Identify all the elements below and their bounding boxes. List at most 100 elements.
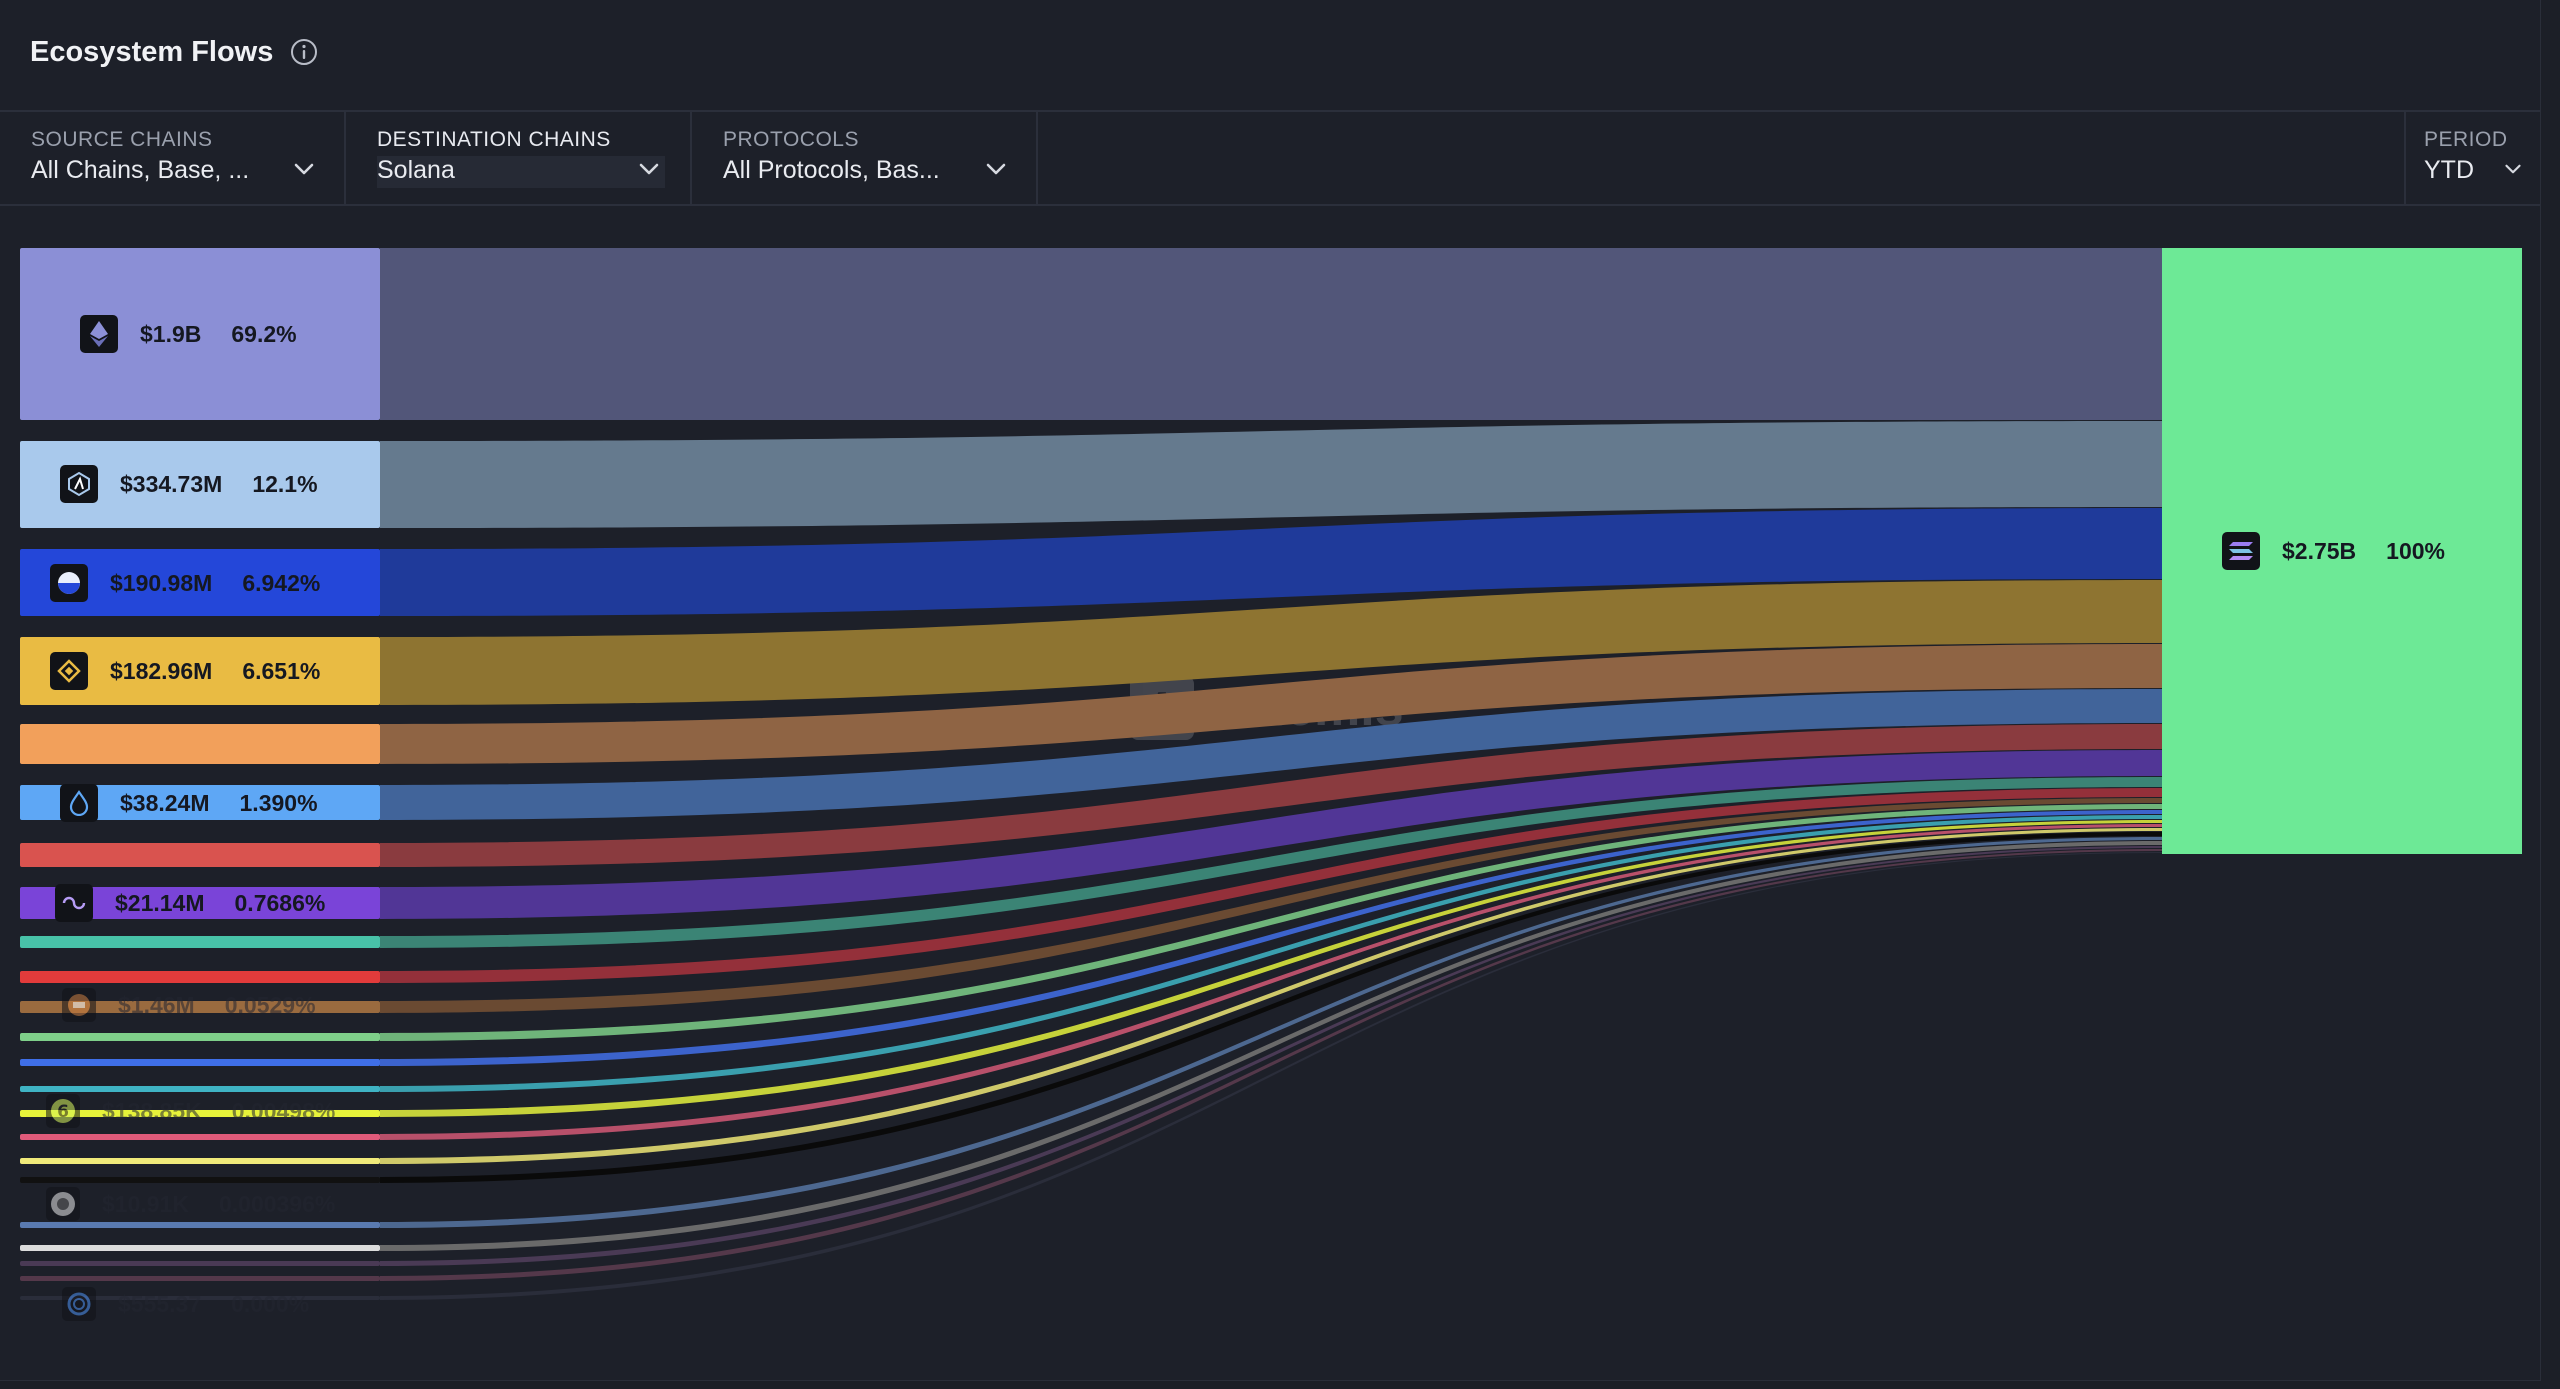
linea-icon: 6	[46, 1094, 80, 1128]
sankey-flow-7[interactable]	[380, 750, 2162, 919]
sankey-flow-2[interactable]	[380, 508, 2162, 616]
polygon-icon	[55, 884, 93, 922]
sui-icon	[60, 784, 98, 822]
source-value: $182.96M	[110, 657, 213, 684]
source-node-1[interactable]	[20, 441, 380, 528]
source-percent: 0.7686%	[234, 889, 326, 916]
source-percent: 12.1%	[252, 470, 318, 497]
source-node-20[interactable]	[20, 1261, 380, 1266]
source-node-22[interactable]	[20, 1296, 380, 1300]
source-node-10[interactable]	[20, 1001, 380, 1013]
sankey-flow-1[interactable]	[380, 421, 2162, 528]
bridge-icon	[62, 988, 96, 1022]
sankey-flow-11[interactable]	[380, 804, 2162, 1041]
period-label: PERIOD	[2424, 128, 2508, 151]
source-label-22: $555.37 0.000%	[62, 1287, 309, 1321]
sankey-flow-19[interactable]	[380, 841, 2162, 1251]
source-percent: 6.942%	[242, 569, 321, 596]
source-node-18[interactable]	[20, 1222, 380, 1228]
sankey-flow-15[interactable]	[380, 824, 2162, 1140]
source-chains-label: SOURCE CHAINS	[31, 128, 213, 151]
sankey-flow-12[interactable]	[380, 810, 2162, 1066]
protocols-value: All Protocols, Bas...	[723, 156, 940, 184]
source-node-7[interactable]	[20, 887, 380, 919]
source-node-14[interactable]	[20, 1110, 380, 1117]
sankey-flow-10[interactable]	[380, 798, 2162, 1013]
source-node-19[interactable]	[20, 1245, 380, 1251]
source-value: $555.37	[118, 1290, 202, 1317]
source-node-13[interactable]	[20, 1086, 380, 1092]
source-value: $334.73M	[120, 470, 223, 497]
destination-value: $2.75B	[2282, 537, 2357, 564]
filter-bar: SOURCE CHAINS All Chains, Base, ... DEST…	[0, 112, 2540, 206]
source-label-14: 6 $138.85K 0.00498%	[46, 1094, 335, 1128]
source-chains-value: All Chains, Base, ...	[31, 156, 250, 184]
source-value: $21.14M	[115, 889, 205, 916]
sankey-flow-18[interactable]	[380, 837, 2162, 1228]
sankey-flow-6[interactable]	[380, 724, 2162, 867]
source-node-3[interactable]	[20, 637, 380, 705]
sankey-flow-8[interactable]	[380, 777, 2162, 948]
source-percent: 0.00498%	[231, 1097, 336, 1124]
source-node-8[interactable]	[20, 936, 380, 948]
source-percent: 1.390%	[239, 789, 318, 816]
ethereum-icon	[80, 315, 118, 353]
sankey-flow-20[interactable]	[380, 846, 2162, 1266]
source-node-6[interactable]	[20, 843, 380, 867]
sankey-flow-5[interactable]	[380, 689, 2162, 820]
bnb-icon	[50, 652, 88, 690]
source-node-15[interactable]	[20, 1134, 380, 1140]
protocols-filter[interactable]: PROTOCOLS All Protocols, Bas...	[692, 112, 1038, 204]
info-circle-icon[interactable]	[290, 38, 318, 66]
source-percent: 69.2%	[231, 320, 297, 347]
sankey-flow-3[interactable]	[380, 580, 2162, 705]
source-node-4[interactable]	[20, 724, 380, 764]
chevron-down-icon	[986, 163, 1006, 175]
sei-icon	[46, 1187, 80, 1221]
destination-chains-label: DESTINATION CHAINS	[377, 128, 611, 151]
source-value: $1.46M	[118, 991, 195, 1018]
source-label-3: $182.96M 6.651%	[50, 652, 320, 690]
sankey-flow-22[interactable]	[380, 852, 2162, 1300]
source-percent: 6.651%	[242, 657, 321, 684]
sankey-flow-16[interactable]	[380, 828, 2162, 1164]
source-chains-filter[interactable]: SOURCE CHAINS All Chains, Base, ...	[0, 112, 346, 204]
source-node-16[interactable]	[20, 1158, 380, 1164]
panel-title: Ecosystem Flows	[30, 36, 274, 68]
source-value: $138.85K	[102, 1097, 202, 1124]
source-node-5[interactable]	[20, 785, 380, 820]
sankey-flow-14[interactable]	[380, 820, 2162, 1117]
source-node-17[interactable]	[20, 1177, 380, 1183]
solana-icon	[2222, 532, 2260, 570]
source-label-18: $10.91K 0.000396%	[46, 1187, 335, 1221]
source-label-5: $38.24M 1.390%	[60, 784, 318, 822]
source-value: $190.98M	[110, 569, 213, 596]
source-node-12[interactable]	[20, 1059, 380, 1066]
sankey-flow-4[interactable]	[380, 644, 2162, 764]
source-value: $1.9B	[140, 320, 202, 347]
destination-label: $2.75B 100%	[2222, 532, 2445, 570]
source-node-2[interactable]	[20, 549, 380, 616]
source-label-10: $1.46M 0.0529%	[62, 988, 316, 1022]
panel-header: Ecosystem Flows	[0, 0, 2540, 112]
period-filter[interactable]: PERIOD YTD	[2404, 112, 2540, 204]
sankey-flow-13[interactable]	[380, 815, 2162, 1092]
sankey-flow-0[interactable]	[380, 248, 2162, 420]
sankey-flow-9[interactable]	[380, 788, 2162, 983]
source-node-21[interactable]	[20, 1276, 380, 1281]
sankey-flow-17[interactable]	[380, 832, 2162, 1183]
source-node-9[interactable]	[20, 971, 380, 983]
source-percent: 0.000396%	[218, 1190, 336, 1217]
sankey-flow-21[interactable]	[380, 849, 2162, 1281]
chevron-down-icon	[639, 163, 659, 175]
source-node-11[interactable]	[20, 1033, 380, 1041]
optimism-ring-icon	[62, 1287, 96, 1321]
source-label-7: $21.14M 0.7686%	[55, 884, 325, 922]
source-label-2: $190.98M 6.942%	[50, 564, 320, 602]
chevron-down-icon	[294, 163, 314, 175]
source-node-0[interactable]	[20, 248, 380, 420]
destination-chains-value: Solana	[377, 156, 665, 188]
source-value: $38.24M	[120, 789, 210, 816]
destination-percent: 100%	[2386, 537, 2445, 564]
destination-chains-filter[interactable]: DESTINATION CHAINS Solana	[346, 112, 692, 204]
